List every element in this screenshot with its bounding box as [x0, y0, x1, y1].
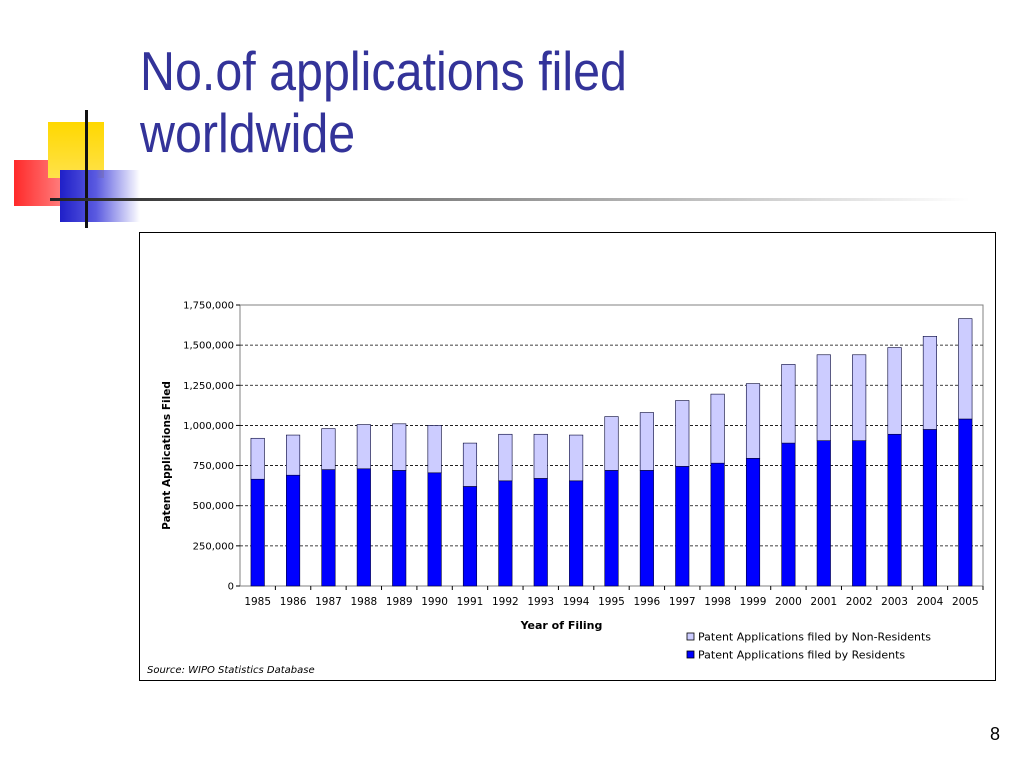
- x-tick-label: 1996: [634, 596, 661, 608]
- bar-residents: [286, 474, 301, 587]
- bar-residents: [852, 440, 867, 587]
- x-tick-label: 1990: [421, 596, 448, 608]
- bar-non-residents: [286, 434, 301, 476]
- bar-residents: [356, 468, 371, 587]
- bar-non-residents: [462, 442, 478, 487]
- x-tick-label: 1995: [598, 596, 625, 608]
- x-tick-label: 1993: [527, 596, 554, 608]
- legend-swatch: [686, 632, 695, 641]
- bar-residents: [604, 470, 619, 587]
- x-tick-label: 1999: [740, 596, 767, 608]
- x-tick-label: 1991: [457, 596, 484, 608]
- bar-residents: [710, 462, 725, 587]
- x-axis-title: Year of Filing: [520, 619, 603, 632]
- x-tick-label: 2002: [846, 596, 873, 608]
- x-tick-label: 2001: [810, 596, 837, 608]
- slide-title: No.of applications filed worldwide: [140, 40, 897, 164]
- bar-residents: [321, 469, 336, 587]
- slide-title-line-1: No.of applications filed: [140, 40, 627, 102]
- bar-residents: [533, 478, 548, 587]
- bar-residents: [745, 458, 761, 587]
- bar-non-residents: [498, 433, 513, 482]
- stacked-bar-chart: 0 250,000 500,000 750,000 1,000,000 1,250,000…: [147, 301, 984, 676]
- y-tick-label: 1,500,000: [183, 341, 234, 352]
- bar-non-residents: [569, 434, 584, 482]
- x-tick-label: 1994: [563, 596, 590, 608]
- bar-non-residents: [816, 354, 831, 441]
- bar-non-residents: [852, 354, 867, 441]
- bar-non-residents: [675, 400, 690, 467]
- bar-residents: [392, 470, 407, 587]
- bar-residents: [427, 472, 442, 587]
- bar-non-residents: [958, 318, 973, 420]
- bar-non-residents: [781, 364, 796, 444]
- x-tick-label: 1985: [244, 596, 271, 608]
- x-tick-label: 1986: [280, 596, 307, 608]
- bar-non-residents: [533, 433, 548, 479]
- x-tick-label: 2004: [917, 596, 944, 608]
- slide-title-line-2: worldwide: [140, 102, 356, 164]
- bar-non-residents: [745, 383, 761, 459]
- x-tick-label: 1988: [350, 596, 377, 608]
- bar-residents: [816, 440, 831, 587]
- decor-yellow-square: [48, 122, 104, 178]
- bar-non-residents: [356, 424, 371, 470]
- x-tick-label: 1992: [492, 596, 519, 608]
- chart-frame: 0 250,000 500,000 750,000 1,000,000 1,250,000…: [139, 232, 996, 681]
- bar-non-residents: [922, 336, 937, 430]
- bar-residents: [250, 478, 265, 587]
- bar-non-residents: [250, 437, 265, 480]
- y-tick-label: 1,250,000: [183, 381, 234, 392]
- bar-residents: [675, 466, 690, 587]
- bar-residents: [922, 429, 937, 587]
- y-axis-title: Patent Applications Filed: [161, 381, 173, 530]
- y-tick-label: 250,000: [193, 541, 234, 552]
- bar-residents: [781, 442, 796, 587]
- legend-label: Patent Applications filed by Residents: [698, 649, 905, 662]
- decor-blue-square: [60, 170, 140, 222]
- bar-non-residents: [710, 393, 725, 464]
- y-tick-label: 500,000: [193, 501, 234, 512]
- bar-residents: [498, 480, 513, 587]
- x-tick-label: 1989: [386, 596, 413, 608]
- y-tick-label: 750,000: [193, 461, 234, 472]
- x-tick-label: 1987: [315, 596, 342, 608]
- bar-non-residents: [392, 423, 407, 471]
- legend-label: Patent Applications filed by Non-Residen…: [698, 631, 931, 644]
- bar-non-residents: [887, 347, 902, 435]
- x-tick-label: 2005: [952, 596, 979, 608]
- bar-non-residents: [604, 416, 619, 471]
- bar-residents: [569, 480, 584, 587]
- bar-non-residents: [321, 428, 336, 470]
- legend-swatch: [686, 650, 695, 659]
- x-tick-label: 1998: [704, 596, 731, 608]
- x-tick-label: 2003: [881, 596, 908, 608]
- bar-residents: [639, 470, 654, 587]
- bar-non-residents: [639, 412, 654, 471]
- page-number: 8: [989, 724, 1000, 744]
- source-note: Source: WIPO Statistics Database: [147, 665, 315, 676]
- bar-residents: [462, 486, 478, 587]
- bar-residents: [887, 433, 902, 587]
- x-tick-label: 2000: [775, 596, 802, 608]
- x-tick-label: 1997: [669, 596, 696, 608]
- decor-vertical-line: [85, 110, 88, 228]
- y-tick-label: 1,750,000: [183, 301, 234, 312]
- y-tick-label: 0: [228, 582, 234, 593]
- bar-residents: [958, 418, 973, 587]
- title-underline: [50, 198, 970, 201]
- y-tick-label: 1,000,000: [183, 421, 234, 432]
- bar-non-residents: [427, 425, 442, 474]
